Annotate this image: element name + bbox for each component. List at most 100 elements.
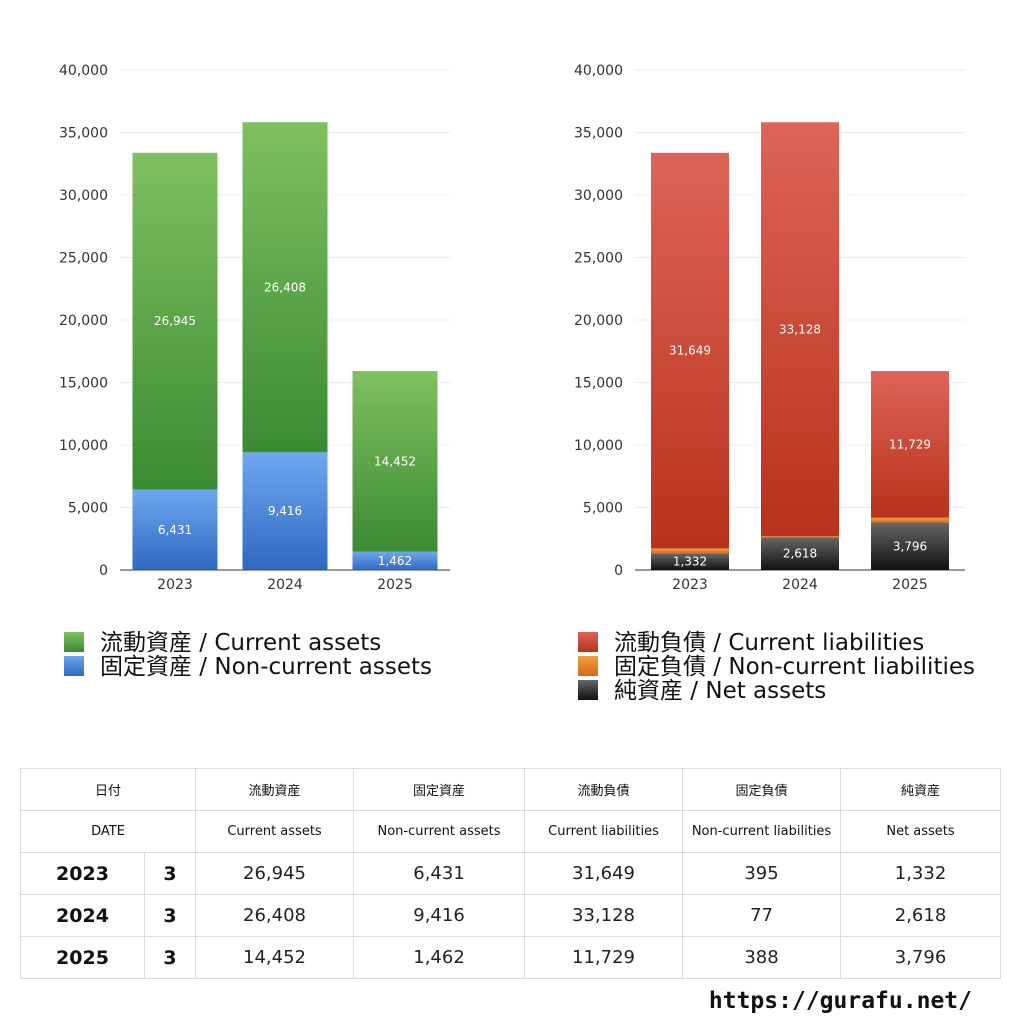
cell-current-assets: 26,945	[195, 852, 355, 895]
row-month: 3	[143, 936, 197, 979]
cell-current-assets: 14,452	[195, 936, 355, 979]
legend-swatch	[578, 656, 598, 676]
bar-segment	[761, 536, 839, 538]
header-current-assets-jp: 流動資産	[195, 768, 355, 811]
bar-segment	[761, 122, 839, 537]
data-label: 9,416	[268, 504, 302, 518]
y-tick-label: 10,000	[574, 438, 623, 454]
row-year: 2024	[20, 894, 145, 937]
cell-current-liabilities: 11,729	[524, 936, 684, 979]
y-tick-label: 25,000	[59, 251, 108, 267]
row-year: 2025	[20, 936, 145, 979]
legend-swatch	[578, 632, 598, 652]
bar-segment	[651, 152, 729, 549]
x-tick-label: 2024	[782, 577, 818, 593]
table-row: 2023 3 26,945 6,431 31,649 395 1,332	[20, 852, 1002, 895]
x-tick-label: 2025	[892, 577, 928, 593]
source-url[interactable]: https://gurafu.net/	[708, 988, 972, 1014]
table-row: 2025 3 14,452 1,462 11,729 388 3,796	[20, 936, 1002, 979]
bar-segment	[132, 152, 218, 490]
cell-noncurrent-liabilities: 77	[682, 894, 842, 937]
y-tick-label: 30,000	[59, 188, 108, 204]
header-noncurrent-liabilities-en: Non-current liabilities	[682, 810, 842, 853]
legend-label: 純資産 / Net assets	[614, 678, 826, 704]
header-date-jp: 日付	[19, 768, 197, 811]
legend-swatch	[64, 632, 84, 652]
y-tick-label: 15,000	[574, 376, 623, 392]
bar-segment	[132, 489, 218, 570]
cell-net-assets: 3,796	[840, 936, 1002, 979]
cell-current-assets: 26,408	[195, 894, 355, 937]
cell-noncurrent-liabilities: 395	[682, 852, 842, 895]
y-tick-label: 5,000	[583, 501, 623, 517]
data-label: 6,431	[158, 523, 192, 537]
data-label: 11,729	[889, 437, 931, 451]
bar-segment	[352, 371, 438, 552]
assets-chart: 0 5,000 10,000 15,000 20,000 25,000 30,000 35,0…	[59, 63, 450, 680]
cell-noncurrent-assets: 1,462	[353, 936, 526, 979]
cell-noncurrent-assets: 9,416	[353, 894, 526, 937]
y-tick-label: 0	[99, 563, 108, 579]
y-tick-label: 35,000	[574, 126, 623, 142]
bar-segment	[871, 371, 949, 518]
legend-label: 流動資産 / Current assets	[100, 630, 381, 656]
header-net-assets-en: Net assets	[840, 810, 1002, 853]
y-tick-label: 30,000	[574, 188, 623, 204]
cell-current-liabilities: 31,649	[524, 852, 684, 895]
bar-segment	[352, 551, 438, 570]
data-label: 26,408	[264, 280, 306, 294]
y-tick-label: 25,000	[574, 251, 623, 267]
x-tick-label: 2023	[672, 577, 708, 593]
cell-net-assets: 1,332	[840, 852, 1002, 895]
data-label: 33,128	[779, 322, 821, 336]
header-noncurrent-assets-jp: 固定資産	[353, 768, 526, 811]
legend-label: 固定資産 / Non-current assets	[100, 654, 432, 680]
y-tick-label: 35,000	[59, 126, 108, 142]
y-tick-label: 40,000	[574, 63, 623, 79]
header-current-liabilities-en: Current liabilities	[524, 810, 684, 853]
y-tick-label: 20,000	[59, 313, 108, 329]
bar-segment	[242, 122, 328, 453]
bar-segment	[242, 452, 328, 570]
header-current-liabilities-jp: 流動負債	[524, 768, 684, 811]
table-row: 2024 3 26,408 9,416 33,128 77 2,618	[20, 894, 1002, 937]
data-label: 14,452	[374, 454, 416, 468]
y-tick-label: 5,000	[68, 501, 108, 517]
y-tick-label: 0	[614, 563, 623, 579]
liabilities-chart: 0 5,000 10,000 15,000 20,000 25,000 30,000 35,0…	[574, 63, 975, 704]
y-tick-label: 15,000	[59, 376, 108, 392]
table-header-en: DATE Current assets Non-current assets C…	[19, 810, 1002, 853]
data-label: 31,649	[669, 344, 711, 358]
row-month: 3	[143, 894, 197, 937]
row-year: 2023	[20, 852, 145, 895]
bar-segment	[871, 517, 949, 523]
legend-swatch	[578, 680, 598, 700]
data-label: 26,945	[154, 314, 196, 328]
data-table: 日付 流動資産 固定資産 流動負債 固定負債 純資産 DATE Current …	[19, 768, 1002, 979]
y-tick-label: 10,000	[59, 438, 108, 454]
cell-noncurrent-liabilities: 388	[682, 936, 842, 979]
y-tick-label: 40,000	[59, 63, 108, 79]
charts-canvas: 0 5,000 10,000 15,000 20,000 25,000 30,000 35,0…	[59, 63, 975, 704]
cell-current-liabilities: 33,128	[524, 894, 684, 937]
header-noncurrent-assets-en: Non-current assets	[353, 810, 526, 853]
legend-label: 流動負債 / Current liabilities	[614, 630, 924, 656]
bar-segment	[651, 553, 729, 570]
x-tick-label: 2024	[267, 577, 303, 593]
cell-noncurrent-assets: 6,431	[353, 852, 526, 895]
header-noncurrent-liabilities-jp: 固定負債	[682, 768, 842, 811]
bar-segment	[871, 522, 949, 570]
header-net-assets-jp: 純資産	[840, 768, 1002, 811]
bar-segment	[651, 548, 729, 554]
data-label: 1,462	[378, 554, 412, 568]
legend-swatch	[64, 656, 84, 676]
data-label: 3,796	[893, 539, 927, 553]
data-label: 1,332	[673, 555, 707, 569]
cell-net-assets: 2,618	[840, 894, 1002, 937]
x-tick-label: 2025	[377, 577, 413, 593]
legend-label: 固定負債 / Non-current liabilities	[614, 654, 975, 680]
table-header-jp: 日付 流動資産 固定資産 流動負債 固定負債 純資産	[19, 768, 1002, 811]
header-current-assets-en: Current assets	[195, 810, 355, 853]
data-label: 2,618	[783, 547, 817, 561]
y-tick-label: 20,000	[574, 313, 623, 329]
